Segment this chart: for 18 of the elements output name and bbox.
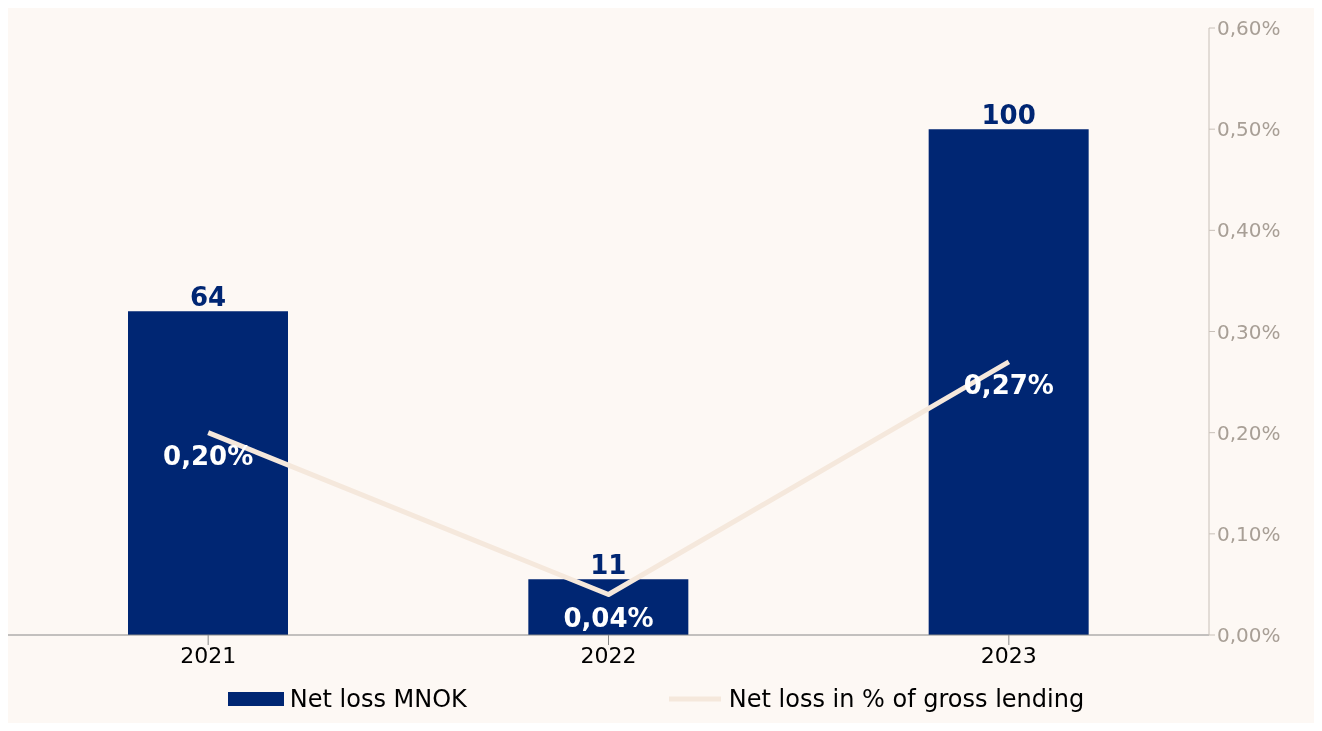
text: 0,00% <box>1217 623 1281 648</box>
data-label: 0,04% <box>563 602 654 633</box>
text: 0,40% <box>1217 218 1281 243</box>
text: 0,10% <box>1217 521 1281 546</box>
legend-label: Net loss MNOK <box>289 685 467 713</box>
text: 0,50% <box>1217 117 1281 142</box>
text: 0,60% <box>1217 16 1281 41</box>
text: 0,20% <box>1217 420 1281 445</box>
data-label: 11 <box>590 550 627 581</box>
legend-label: Net loss in % of gross lending <box>728 685 1085 713</box>
data-label: 100 <box>981 100 1036 131</box>
text: 0,30% <box>1217 319 1281 344</box>
data-label: 0,20% <box>163 441 254 472</box>
x-tick-label: 2022 <box>580 642 637 668</box>
data-label: 0,27% <box>963 370 1054 401</box>
x-tick-label: 2023 <box>980 642 1037 668</box>
data-label: 64 <box>189 282 227 313</box>
x-tick-label: 2021 <box>180 642 237 668</box>
